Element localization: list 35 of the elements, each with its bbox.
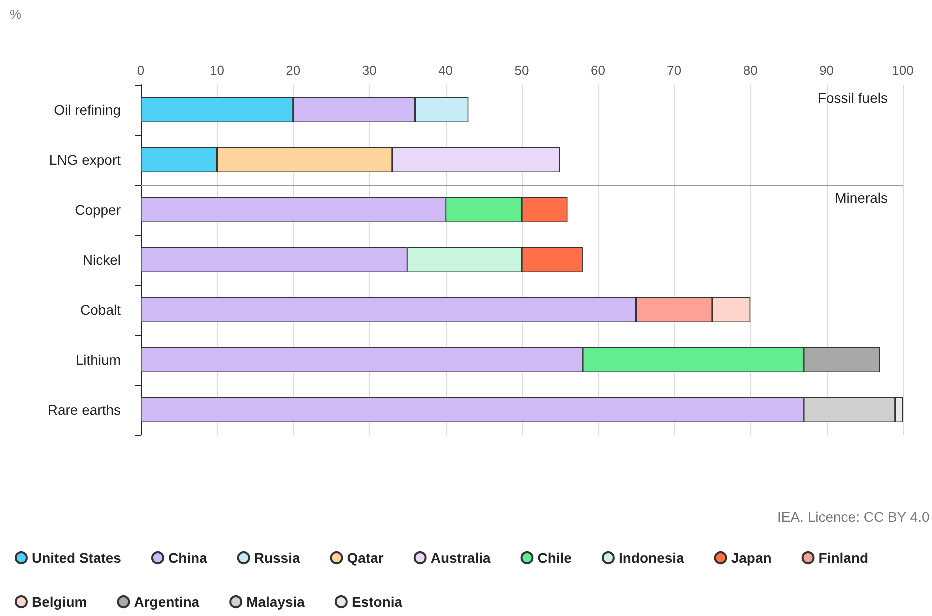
legend-label: Russia xyxy=(254,550,300,566)
text: IEA. Licence: CC BY 4.0 xyxy=(777,509,930,525)
legend-label: Japan xyxy=(731,550,772,566)
x-tick-label: 20 xyxy=(286,63,301,78)
y-tick-label: Oil refining xyxy=(54,102,121,118)
x-axis-title: % xyxy=(10,7,22,22)
x-tick-label: 90 xyxy=(820,63,834,78)
legend-label: Malaysia xyxy=(246,594,306,610)
legend-label: Australia xyxy=(430,550,491,566)
y-tick-label: Copper xyxy=(75,202,122,218)
y-tick-label: Cobalt xyxy=(80,302,122,318)
x-tick-label: 80 xyxy=(743,63,758,78)
x-tick-label: 40 xyxy=(438,63,454,78)
legend-label: Estonia xyxy=(352,594,403,610)
legend-label: Finland xyxy=(818,550,869,566)
x-tick-label: 60 xyxy=(590,63,606,78)
legend-label: Argentina xyxy=(134,594,200,610)
x-tick-label: 100 xyxy=(892,63,914,78)
legend-label: China xyxy=(168,550,208,566)
y-tick-label: Lithium xyxy=(76,352,121,368)
x-tick-label: 70 xyxy=(667,63,682,78)
legend-label: Chile xyxy=(538,550,572,566)
x-tick-label: 30 xyxy=(362,63,377,78)
x-tick-label: 10 xyxy=(210,63,224,78)
y-tick-label: Nickel xyxy=(82,252,121,268)
x-tick-label: 0 xyxy=(137,63,145,78)
y-tick-label: Rare earths xyxy=(48,402,121,418)
annotation: Fossil fuels xyxy=(818,90,888,106)
ref-line-label: Minerals xyxy=(835,190,888,206)
legend-label: Indonesia xyxy=(618,550,685,566)
legend-label: Belgium xyxy=(32,594,88,610)
x-tick-label: 50 xyxy=(514,63,530,78)
legend-label: United States xyxy=(32,550,122,566)
legend-label: Qatar xyxy=(347,550,384,566)
y-tick-label: LNG export xyxy=(49,152,122,168)
